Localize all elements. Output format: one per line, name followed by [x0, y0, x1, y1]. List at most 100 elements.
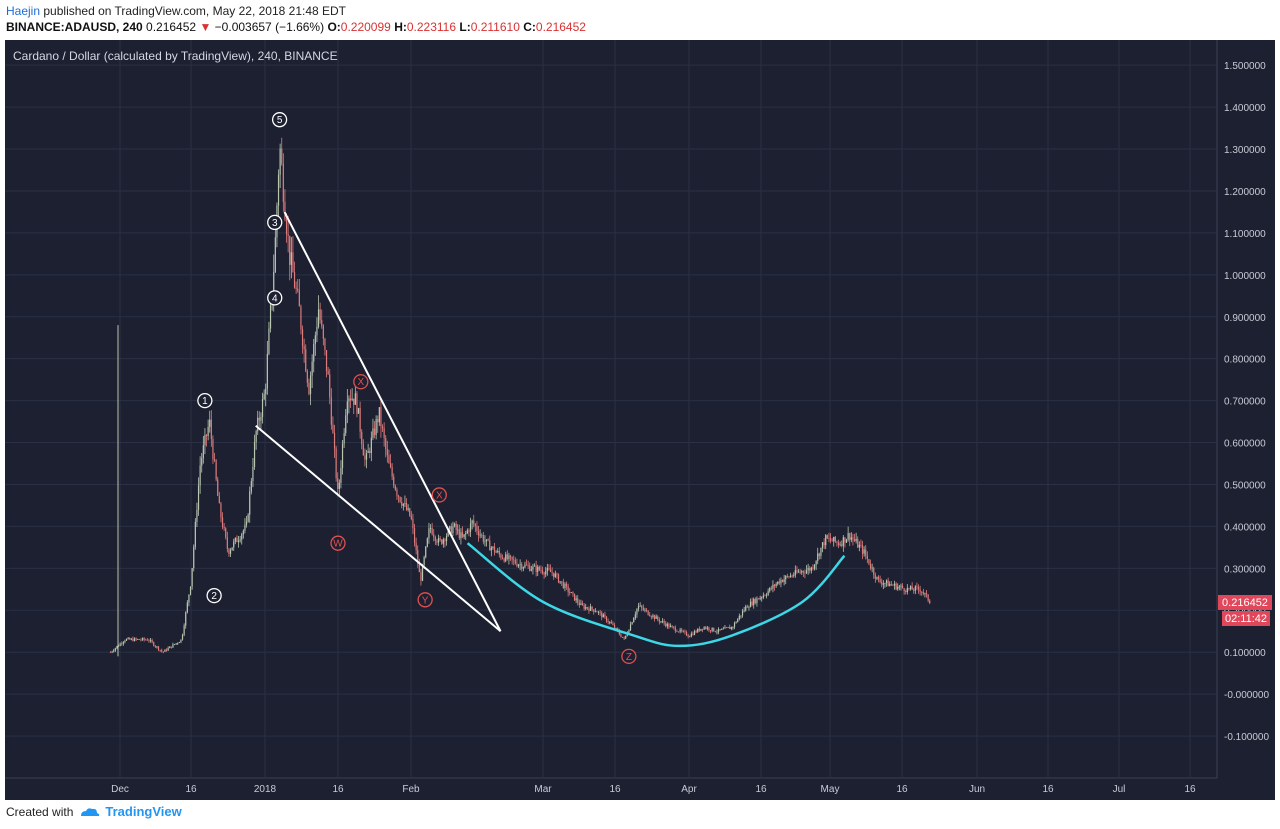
close-value: 0.216452 — [535, 20, 586, 34]
candle-body — [895, 583, 897, 590]
candle-body — [114, 648, 116, 651]
candle-body — [308, 382, 310, 395]
candle-body — [453, 523, 456, 527]
candle-body — [497, 550, 499, 552]
candle-body — [295, 287, 297, 289]
candle-body — [197, 485, 200, 510]
candle-body — [172, 644, 174, 648]
candle-body — [837, 542, 840, 545]
candle-body — [717, 629, 720, 632]
candle-body — [689, 636, 691, 638]
candle-body — [317, 309, 320, 327]
candle-body — [794, 570, 796, 576]
candle-body — [610, 621, 612, 624]
candle-body — [279, 148, 281, 175]
x-tick-label: Jul — [1113, 784, 1126, 795]
candle-body — [732, 626, 734, 628]
candle-body — [194, 521, 196, 547]
wave-label-2[interactable]: 2 — [206, 587, 222, 604]
candle-body — [706, 627, 708, 629]
candle-body — [633, 618, 635, 623]
candle-body — [185, 612, 187, 626]
wave-label-1[interactable]: 1 — [197, 392, 213, 409]
candle-body — [455, 523, 457, 530]
candle-body — [425, 546, 427, 558]
candle-body — [748, 607, 750, 608]
candle-body — [597, 611, 600, 613]
wave-label-z[interactable]: Z — [621, 648, 637, 665]
cup-curve[interactable] — [466, 542, 846, 648]
candle-body — [754, 598, 756, 604]
candle-body — [797, 571, 800, 573]
candle-body — [300, 306, 302, 330]
candle-body — [252, 466, 254, 482]
candle-body — [511, 556, 513, 560]
x-tick-label: 16 — [332, 784, 344, 795]
candle-body — [338, 482, 340, 489]
open-value: 0.220099 — [340, 20, 391, 34]
candle-body — [857, 538, 859, 548]
candle-body — [580, 603, 582, 605]
candle-body — [852, 537, 854, 540]
candle-body — [111, 651, 113, 653]
candle-body — [433, 534, 435, 537]
candle-body — [853, 539, 856, 541]
candle-body — [297, 288, 299, 291]
candle-body — [525, 564, 528, 566]
candle-body — [903, 588, 905, 592]
close-label: C: — [523, 20, 536, 34]
candle-body — [258, 417, 260, 421]
y-tick-label: 0.900000 — [1224, 313, 1266, 324]
candle-body — [516, 563, 518, 567]
candle-body — [313, 344, 315, 362]
time-axis[interactable] — [5, 778, 1275, 800]
candle-body — [772, 584, 774, 589]
candle-body — [188, 594, 190, 603]
candle-body — [757, 598, 760, 600]
wave-label-x[interactable]: X — [353, 374, 369, 390]
price-axis[interactable] — [1217, 40, 1275, 778]
grid — [5, 40, 1217, 778]
x-tick-label: 16 — [1042, 784, 1054, 795]
candle-body — [362, 444, 364, 456]
candle-body — [636, 608, 638, 615]
candle-body — [293, 272, 296, 288]
candle-body — [727, 627, 729, 628]
candle-body — [481, 534, 483, 536]
plot-area[interactable] — [5, 40, 1217, 778]
candle-body — [828, 538, 830, 540]
candle-body — [250, 481, 252, 492]
author-link[interactable]: Haejin — [6, 4, 41, 18]
candle-body — [345, 415, 347, 434]
candle-body — [170, 646, 172, 648]
candle-body — [365, 452, 368, 460]
candle-body — [178, 642, 180, 644]
wedge-lower-line[interactable] — [255, 425, 502, 633]
candle-body — [138, 639, 140, 640]
candle-body — [321, 320, 323, 326]
candle-body — [375, 419, 377, 435]
candle-body — [677, 631, 680, 633]
tradingview-logo[interactable]: TradingView — [79, 804, 182, 819]
candle-body — [303, 346, 305, 350]
wave-label-x[interactable]: X — [431, 487, 447, 503]
wedge-upper-line[interactable] — [283, 211, 502, 632]
candle-body — [261, 399, 264, 418]
candle-body — [373, 428, 376, 435]
y-tick-label: 1.100000 — [1224, 229, 1266, 240]
candle-body — [493, 546, 496, 553]
countdown-tag-bg — [1222, 611, 1270, 626]
wave-label-w[interactable]: W — [330, 535, 346, 551]
candle-body — [586, 607, 588, 609]
candle-body — [244, 524, 246, 531]
wave-label-4[interactable]: 4 — [267, 290, 283, 306]
candle-body — [346, 401, 348, 416]
wave-label-5[interactable]: 5 — [271, 112, 288, 128]
candle-body — [724, 627, 726, 629]
candle-body — [559, 581, 561, 583]
wave-label-3[interactable]: 3 — [267, 214, 283, 231]
wave-label-y[interactable]: Y — [417, 592, 433, 608]
candle-body — [423, 557, 425, 566]
candle-body — [705, 627, 707, 629]
